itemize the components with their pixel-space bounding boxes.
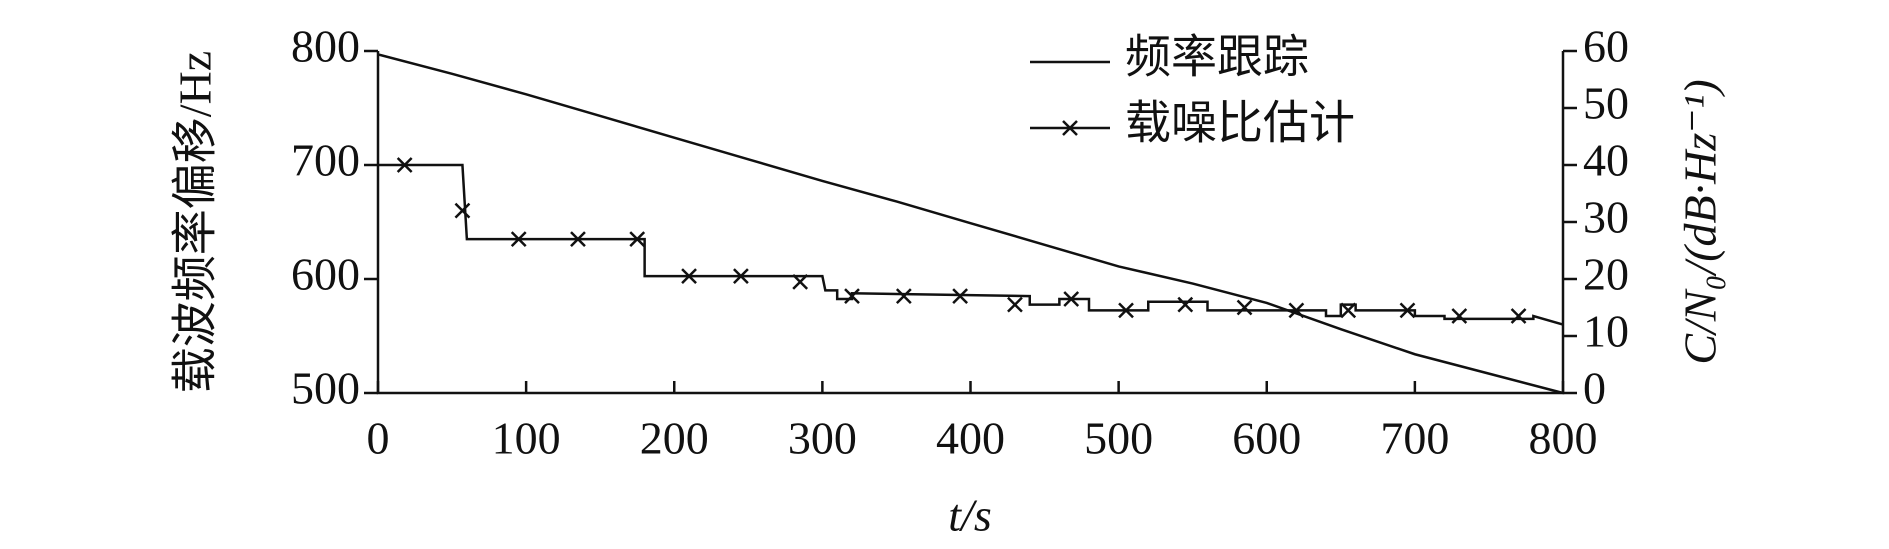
legend-label: 频率跟踪 [1125, 32, 1309, 83]
y-tick-label: 700 [291, 135, 360, 186]
marker [733, 268, 749, 285]
y2-tick-label: 30 [1583, 192, 1629, 243]
legend-label: 载噪比估计 [1125, 98, 1355, 149]
marker [454, 202, 471, 219]
marker [1288, 302, 1305, 319]
marker [629, 231, 646, 247]
series-line [377, 53, 1564, 395]
marker [792, 273, 809, 290]
marker [1177, 296, 1194, 313]
legend-marker [1062, 120, 1078, 136]
series-line [378, 163, 1564, 326]
y2-tick-label: 40 [1583, 135, 1629, 186]
marker [952, 288, 969, 304]
x-tick-label: 800 [1529, 413, 1598, 464]
marker [1510, 308, 1527, 324]
marker [844, 288, 860, 304]
marker [1118, 302, 1134, 319]
marker [895, 288, 912, 304]
marker [1007, 296, 1023, 313]
y2-axis-label: C/N₀/(dB·Hz⁻¹) [1675, 79, 1726, 364]
marker [1399, 302, 1416, 319]
y-tick-label: 500 [291, 363, 360, 414]
y2-tick-label: 10 [1583, 306, 1629, 357]
x-tick-label: 400 [936, 413, 1005, 464]
marker [1451, 308, 1468, 324]
x-tick-label: 300 [788, 413, 857, 464]
x-tick-label: 700 [1380, 413, 1449, 464]
marker [1340, 302, 1357, 319]
x-axis-label: t/s [948, 490, 991, 541]
y2-tick-label: 20 [1583, 249, 1629, 300]
y-tick-label: 600 [291, 249, 360, 300]
marker [396, 157, 413, 173]
x-tick-label: 0 [367, 413, 390, 464]
marker [510, 231, 527, 247]
marker [570, 231, 586, 247]
marker [1236, 299, 1253, 316]
x-tick-label: 600 [1232, 413, 1301, 464]
y-tick-label: 800 [291, 21, 360, 72]
y2-tick-label: 0 [1583, 363, 1606, 414]
marker [681, 268, 697, 285]
x-tick-label: 100 [492, 413, 561, 464]
y-axis-label: 载波频率偏移/Hz [170, 51, 221, 393]
y2-tick-label: 60 [1583, 21, 1629, 72]
x-tick-label: 500 [1084, 413, 1153, 464]
y2-tick-label: 50 [1583, 78, 1629, 129]
x-tick-label: 200 [640, 413, 709, 464]
marker [1063, 291, 1080, 307]
